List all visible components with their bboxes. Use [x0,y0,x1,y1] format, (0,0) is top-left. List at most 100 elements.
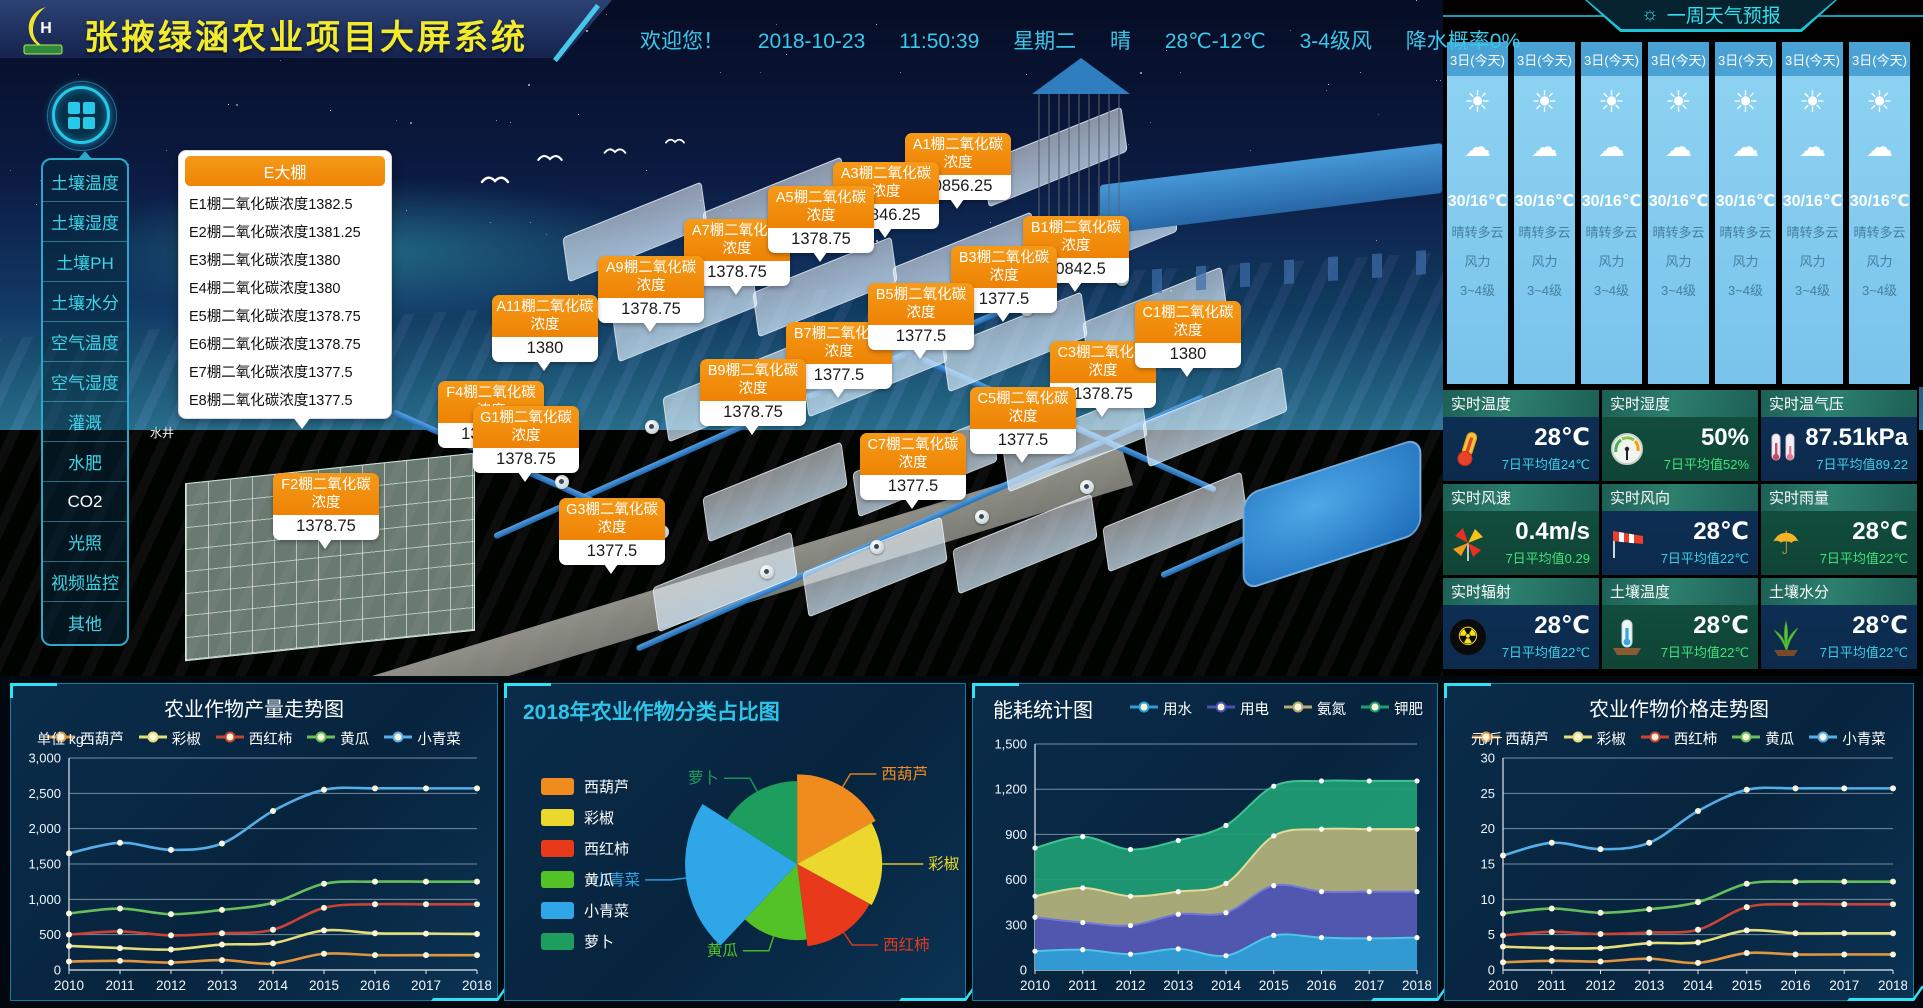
legend-item-彩椒[interactable]: 彩椒 [138,728,201,749]
callout-title: A1棚二氧化碳浓度 [905,133,1011,176]
weather-day-card[interactable]: 3日(今天) ☀ ☁ 30/16℃ 晴转多云 风力 3~4级 [1648,42,1709,384]
legend-item-黄瓜[interactable]: 黄瓜 [541,869,629,890]
weather-day-card[interactable]: 3日(今天) ☀ ☁ 30/16℃ 晴转多云 风力 3~4级 [1581,42,1642,384]
callout-value: 1380 [1135,343,1241,369]
weather-day-card[interactable]: 3日(今天) ☀ ☁ 30/16℃ 晴转多云 风力 3~4级 [1782,42,1843,384]
star [1026,74,1027,75]
stat-card-实时雨量[interactable]: 实时雨量 ☂ 28℃ 7日平均值22℃ [1761,484,1917,575]
callout-value: 1378.75 [473,448,579,474]
cloud-moon-icon: ☁ [1665,132,1692,162]
sidebar-item-土壤湿度[interactable]: 土壤湿度 [43,202,127,242]
legend-item-小青菜[interactable]: 小青菜 [541,900,629,921]
greenhouse-callout-A9[interactable]: A9棚二氧化碳浓度 1378.75 [598,256,704,333]
legend-label: 西葫芦 [1505,732,1549,748]
page-title: 张掖绿涵农业项目大屏系统 [84,19,528,57]
stat-card-实时湿度[interactable]: 实时湿度 50% 7日平均值52% [1602,390,1758,481]
legend-item-西红柿[interactable]: 西红柿 [215,728,292,749]
stat-card-土壤温度[interactable]: 土壤温度 28℃ 7日平均值22℃ [1602,578,1758,669]
stat-card-实时温气压[interactable]: 实时温气压 87.51kPa 7日平均值89.22 [1761,390,1917,481]
weather-title-frame: ☼ 一周天气预报 [1585,0,1837,32]
greenhouse-callout-A5[interactable]: A5棚二氧化碳浓度 1378.75 [768,186,874,263]
stat-card-实时辐射[interactable]: 实时辐射 ☢ 28℃ 7日平均值22℃ [1443,578,1599,669]
svg-text:2010: 2010 [54,978,84,993]
greenhouse-callout-F2[interactable]: F2棚二氧化碳浓度 1378.75 [273,473,379,550]
callout-pointer [603,564,618,575]
sidebar-item-土壤温度[interactable]: 土壤温度 [43,162,127,202]
sidebar-item-CO2[interactable]: CO2 [43,482,127,522]
greenhouse-callout-A11[interactable]: A11棚二氧化碳浓度 1380 [492,295,598,372]
svg-text:2011: 2011 [1068,978,1097,993]
greenhouse-callout-C1[interactable]: C1棚二氧化碳浓度 1380 [1135,301,1241,378]
sidebar-item-土壤PH[interactable]: 土壤PH [43,242,127,282]
legend-item-用水[interactable]: 用水 [1130,698,1192,719]
greenhouse-callout-C7[interactable]: C7棚二氧化碳浓度 1377.5 [860,433,966,510]
callout-title: G3棚二氧化碳浓度 [559,498,665,541]
legend-item-氨氮[interactable]: 氨氮 [1284,698,1346,719]
crop-price-chart-panel: 农业作物价格走势图 元/斤 西葫芦 彩椒 西红柿 黄瓜 小青菜 0 5 10 15 20 25 30 201… [1444,683,1914,1001]
sidebar-item-空气温度[interactable]: 空气温度 [43,322,127,362]
legend-item-彩椒[interactable]: 彩椒 [541,807,629,828]
svg-text:2010: 2010 [1020,978,1050,993]
legend-item-西葫芦[interactable]: 西葫芦 [47,728,124,749]
weather-condition: 晴转多云 [1652,225,1705,240]
sidebar-item-光照[interactable]: 光照 [43,522,127,562]
camera-icon[interactable] [760,565,774,579]
legend-item-西葫芦[interactable]: 西葫芦 [541,776,629,797]
sidebar-item-水肥[interactable]: 水肥 [43,442,127,482]
camera-icon[interactable] [1080,480,1094,494]
legend-item-黄瓜[interactable]: 黄瓜 [307,728,369,749]
chart-title: 能耗统计图 [993,700,1093,722]
weather-day-card[interactable]: 3日(今天) ☀ ☁ 30/16℃ 晴转多云 风力 3~4级 [1514,42,1575,384]
greenhouse-callout-G3[interactable]: G3棚二氧化碳浓度 1377.5 [559,498,665,575]
svg-text:2018: 2018 [1402,978,1431,993]
legend-item-小青菜[interactable]: 小青菜 [1809,728,1886,749]
callout-value: 1378.75 [768,228,874,254]
camera-icon[interactable] [870,540,884,554]
sidebar-item-空气湿度[interactable]: 空气湿度 [43,362,127,402]
stat-card-实时风向[interactable]: 实时风向 28℃ 7日平均值22℃ [1602,484,1758,575]
legend-item-用电[interactable]: 用电 [1207,698,1269,719]
svg-text:2014: 2014 [1683,978,1714,993]
legend-label: 小青菜 [417,732,461,748]
company-logo: H [16,3,70,62]
svg-text:0: 0 [1488,963,1495,978]
sidebar-item-灌溉[interactable]: 灌溉 [43,402,127,442]
legend-item-小青菜[interactable]: 小青菜 [384,728,461,749]
camera-icon[interactable] [555,475,569,489]
legend-item-萝卜[interactable]: 萝卜 [541,931,629,952]
legend-item-西红柿[interactable]: 西红柿 [1640,728,1717,749]
sidebar-item-土壤水分[interactable]: 土壤水分 [43,282,127,322]
callout-pointer [995,312,1010,323]
sidebar-item-视频监控[interactable]: 视频监控 [43,562,127,602]
stat-card-土壤水分[interactable]: 土壤水分 28℃ 7日平均值22℃ [1761,578,1917,669]
legend-item-黄瓜[interactable]: 黄瓜 [1732,728,1794,749]
current-time: 11:50:39 [899,30,980,53]
sidebar-item-其他[interactable]: 其他 [68,614,102,634]
e-greenhouse-popup[interactable]: E大棚 E1棚二氧化碳浓度1382.5 E2棚二氧化碳浓度1381.25 E3棚二氧… [178,150,392,429]
weather-condition: 晴转多云 [1585,225,1638,240]
camera-icon[interactable] [645,420,659,434]
weather-day-card[interactable]: 3日(今天) ☀ ☁ 30/16℃ 晴转多云 风力 3~4级 [1715,42,1776,384]
camera-icon[interactable] [975,510,989,524]
stat-card-实时温度[interactable]: 实时温度 28℃ 7日平均值24℃ [1443,390,1599,481]
pie-slice-西葫芦 [797,774,876,864]
greenhouse-callout-C5[interactable]: C5棚二氧化碳浓度 1377.5 [970,387,1076,464]
weather-day-card[interactable]: 3日(今天) ☀ ☁ 30/16℃ 晴转多云 风力 3~4级 [1849,42,1910,384]
legend-item-钾肥[interactable]: 钾肥 [1361,698,1423,719]
legend-item-彩椒[interactable]: 彩椒 [1563,728,1626,749]
star [1180,72,1181,73]
apps-grid-icon[interactable] [47,81,117,151]
weather-day-card[interactable]: 3日(今天) ☀ ☁ 30/16℃ 晴转多云 风力 3~4级 [1447,42,1508,384]
wind-label: 风力 [1732,254,1759,269]
stat-card-实时风速[interactable]: 实时风速 0.4m/s 7日平均值0.29 [1443,484,1599,575]
chart-plot-area: 0 5 10 15 20 25 30 2010 2011 2012 2013 2014 2015 2016… [1451,748,1908,996]
greenhouse-callout-B3[interactable]: B3棚二氧化碳浓度 1377.5 [951,246,1057,323]
greenhouse-callout-B9[interactable]: B9棚二氧化碳浓度 1378.75 [700,359,806,436]
star [1328,84,1329,85]
stat-average: 7日平均值22℃ [1819,550,1908,566]
weather-day-label: 3日(今天) [1581,42,1642,76]
greenhouse-callout-G1[interactable]: G1棚二氧化碳浓度 1378.75 [473,406,579,483]
legend-item-西葫芦[interactable]: 西葫芦 [1472,728,1549,749]
legend-item-西红柿[interactable]: 西红柿 [541,838,629,859]
greenhouse-callout-B5[interactable]: B5棚二氧化碳浓度 1377.5 [868,283,974,360]
